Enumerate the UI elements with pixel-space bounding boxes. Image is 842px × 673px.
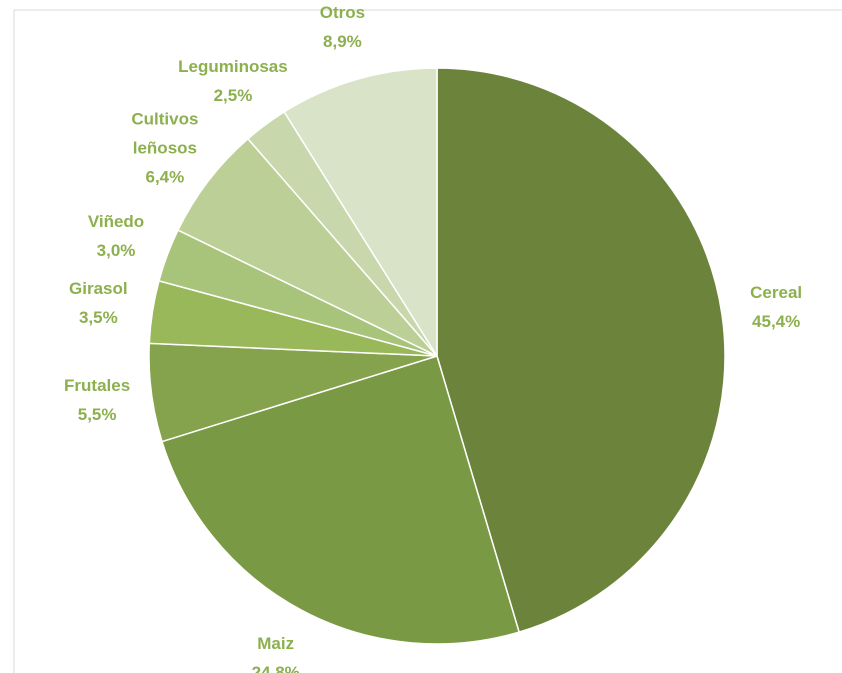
pie-slice	[176, 137, 438, 357]
category-label: Girasol	[69, 279, 128, 299]
value-label: 2,5%	[213, 85, 253, 105]
category-label: Maiz	[257, 634, 295, 654]
category-label: Frutales	[64, 376, 131, 396]
pie-slice	[436, 67, 726, 633]
data-label: Leguminosas 2,5%	[173, 52, 293, 110]
value-label: 5,5%	[77, 405, 117, 425]
value-label: 3,0%	[96, 240, 136, 260]
frame	[13, 9, 842, 673]
category-label: Cereal	[750, 282, 803, 302]
data-label: Viñedo 3,0%	[56, 207, 176, 265]
value-label: 6,4%	[145, 167, 185, 187]
value-label: 8,9%	[323, 31, 362, 51]
value-label: 24,8%	[251, 663, 300, 673]
data-label: Cereal 45,4%	[716, 278, 836, 336]
data-label: Maiz 24,8%	[216, 629, 336, 673]
category-label: Cultivos leñosos	[131, 109, 199, 158]
pie-slice	[161, 355, 521, 645]
pie-slice	[283, 67, 438, 359]
data-label: Girasol 3,5%	[38, 274, 158, 332]
data-label: Frutales 5,5%	[37, 371, 157, 429]
value-label: 3,5%	[78, 308, 118, 328]
value-label: 45,4%	[752, 311, 801, 331]
category-label: Leguminosas	[178, 56, 288, 76]
data-label: Cultivos leñosos 6,4%	[105, 104, 225, 191]
category-label: Viñedo	[87, 211, 145, 231]
category-label: Otros	[319, 2, 366, 22]
data-label: Otros 8,9%	[282, 0, 402, 56]
